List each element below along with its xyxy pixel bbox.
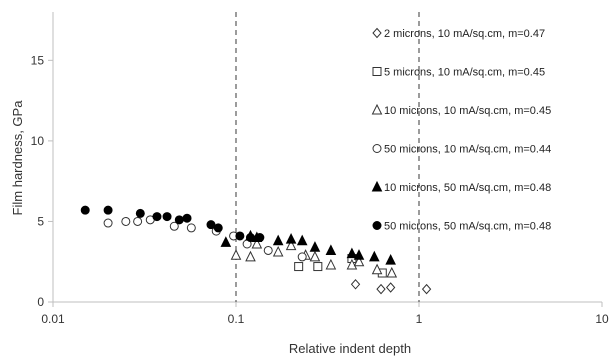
data-point [103,218,113,228]
data-point [313,262,323,272]
data-point [421,283,432,295]
data-point [376,283,386,295]
data-point [245,233,255,243]
data-point [297,252,307,262]
plot-area: 0.01 0.1 1 10 0 5 10 15 [31,12,609,326]
legend-marker [372,27,382,39]
legend-label: 10 microns, 10 mA/sq.cm, m=0.45 [384,105,551,117]
data-point [206,220,216,230]
legend-label: 50 microns, 10 mA/sq.cm, m=0.44 [384,144,551,156]
data-point [353,255,365,267]
legend-label: 10 microns, 50 mA/sq.cm, m=0.48 [384,182,551,194]
legend-label: 50 microns, 50 mA/sq.cm, m=0.48 [384,221,551,233]
legend: 2 microns, 10 mA/sq.cm, m=0.47 5 microns,… [371,27,551,233]
data-point [294,262,304,272]
data-point [230,249,242,260]
data-point [135,208,145,218]
data-point [251,237,263,249]
data-point [350,279,361,290]
x-axis-title: Relative indent depth [289,341,411,356]
legend-marker [372,221,382,230]
data-point [272,245,284,257]
data-point [263,245,273,255]
legend-marker [372,67,382,76]
data-point [371,263,383,275]
data-point [325,258,337,270]
data-point [235,231,245,241]
y-tick-label: 15 [31,53,45,67]
x-tick-label: 1 [416,312,423,326]
data-point [80,205,90,215]
data-point [103,205,113,215]
y-axis-title: Film hardness, GPa [10,100,25,216]
data-point [353,249,365,260]
data-point [174,215,184,225]
data-point [272,234,284,246]
data-point [285,233,297,244]
data-point [285,239,297,251]
data-point [220,236,232,247]
data-point [121,216,131,226]
x-tick-label: 0.01 [41,312,65,326]
y-tick-label: 0 [37,295,44,309]
data-point [152,212,162,222]
legend-marker [371,103,383,115]
data-point [133,216,143,226]
data-point [213,223,223,233]
legend-label: 2 microns, 10 mA/sq.cm, m=0.47 [384,28,545,40]
data-point [325,244,337,255]
data-point [182,213,192,223]
data-point [346,247,358,259]
data-point [385,282,396,293]
legend-label: 5 microns, 10 mA/sq.cm, m=0.45 [384,67,545,79]
data-point [245,250,256,262]
data-point [255,233,265,243]
data-point [169,221,179,231]
data-point [386,266,398,278]
data-point [296,234,308,246]
legend-marker [372,144,382,153]
data-point [369,250,380,262]
y-tick-label: 10 [31,134,45,148]
y-tick-label: 5 [37,214,44,228]
data-point [162,212,172,222]
data-point [186,223,196,233]
x-tick-label: 10 [595,312,609,326]
data-point [309,241,321,252]
data-point [346,258,358,270]
x-tick-label: 0.1 [228,312,245,326]
data-point [309,250,321,262]
data-point [385,253,396,265]
legend-marker [371,180,383,192]
